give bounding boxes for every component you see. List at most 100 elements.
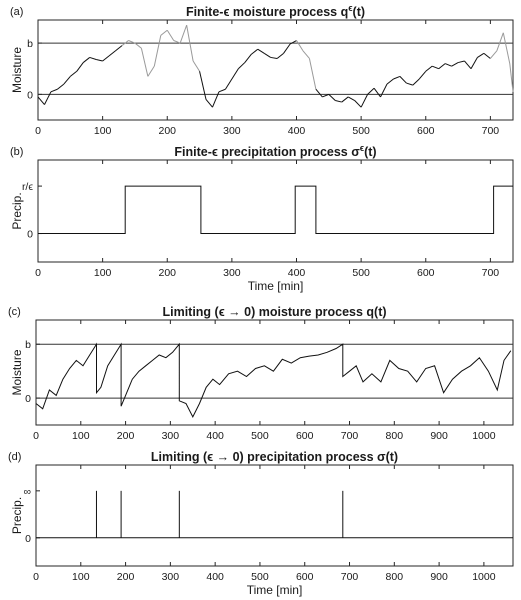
series-segment: [393, 75, 401, 80]
series-segment: [44, 91, 52, 105]
y-tick-label: 0: [27, 89, 33, 101]
series-segment: [96, 59, 103, 62]
x-tick-label: 100: [94, 125, 112, 137]
series-segment: [399, 76, 407, 84]
series-segment: [322, 93, 330, 98]
series-segment: [63, 76, 71, 85]
x-tick-label: 0: [33, 430, 39, 442]
series-segment: [140, 48, 149, 77]
x-tick-label: 800: [386, 430, 404, 442]
series-segment: [289, 40, 297, 45]
y-tick-label: 0: [25, 393, 31, 405]
series-segment: [412, 78, 420, 86]
series-segment: [199, 71, 207, 100]
series-segment: [121, 40, 129, 47]
plot-area-3: [35, 319, 514, 426]
panel-title: Limiting (ϵ → 0) precipitation process σ…: [151, 450, 398, 464]
panel-title: Finite-ϵ precipitation process σϵ(t): [174, 143, 376, 159]
x-tick-label: 500: [251, 430, 269, 442]
x-tick-label: 200: [158, 267, 176, 279]
series-segment: [380, 83, 388, 98]
series-segment: [231, 68, 239, 80]
plot-area-1: [37, 19, 514, 121]
series-segment: [224, 78, 233, 90]
x-tick-label: 800: [386, 571, 404, 583]
y-axis-label: Precip.: [10, 192, 24, 229]
series-segment: [134, 42, 142, 49]
series-line-0: [35, 342, 512, 419]
plot-area-4: [35, 464, 514, 567]
series-segment: [173, 40, 181, 44]
series-segment: [354, 100, 362, 108]
x-tick-label: 300: [223, 267, 241, 279]
series-segment: [218, 88, 226, 93]
x-axis-label: Time [min]: [247, 583, 303, 597]
series-segment: [464, 60, 472, 70]
y-tick-label: 0: [27, 229, 33, 241]
x-tick-label: 0: [35, 125, 41, 137]
x-tick-label: 500: [251, 571, 269, 583]
series-segment: [347, 96, 355, 101]
series-segment: [373, 87, 381, 98]
x-tick-label: 300: [223, 125, 241, 137]
x-tick-label: 0: [33, 571, 39, 583]
x-tick-label: 400: [206, 430, 224, 442]
x-tick-label: 0: [35, 267, 41, 279]
x-tick-label: 700: [482, 125, 500, 137]
series-segment: [386, 78, 394, 85]
series-segment: [432, 65, 439, 70]
series-segment: [425, 65, 433, 72]
series-segment: [296, 40, 304, 52]
series-segment: [315, 88, 323, 98]
series-segment: [115, 45, 123, 52]
series-segment: [263, 52, 271, 58]
series-segment: [270, 56, 278, 59]
x-tick-label: 900: [430, 430, 448, 442]
series-segment: [283, 43, 291, 54]
x-tick-label: 700: [341, 430, 359, 442]
x-tick-label: 300: [162, 571, 180, 583]
x-tick-label: 200: [117, 430, 135, 442]
y-tick-label: ∞: [24, 486, 32, 498]
series-segment: [328, 93, 336, 101]
series-segment: [341, 96, 349, 103]
series-segment: [147, 65, 155, 77]
series-segment: [489, 50, 498, 59]
x-tick-label: 500: [352, 125, 370, 137]
x-tick-label: 400: [206, 571, 224, 583]
series-segment: [302, 50, 310, 59]
series-segment: [57, 83, 65, 90]
x-tick-label: 100: [72, 430, 90, 442]
series-segment: [438, 63, 446, 70]
series-segment: [335, 100, 342, 103]
series-segment: [186, 25, 194, 62]
series-segment: [444, 63, 452, 67]
series-segment: [276, 52, 284, 59]
series-line-0: [38, 185, 513, 234]
y-tick-label: b: [27, 38, 33, 50]
series-segment: [153, 35, 162, 67]
x-tick-label: 400: [288, 267, 306, 279]
series-segment: [451, 62, 459, 67]
series-segment: [457, 60, 465, 64]
x-tick-label: 100: [94, 267, 112, 279]
series-segment: [360, 94, 369, 108]
series-segment: [244, 54, 252, 63]
series-segment: [406, 82, 413, 86]
panel-tag: (b): [10, 146, 23, 158]
x-tick-label: 600: [417, 267, 435, 279]
series-segment: [502, 32, 511, 64]
series-segment: [179, 24, 188, 44]
y-axis-label: Precip.: [10, 497, 24, 534]
series-segment: [37, 96, 45, 105]
series-segment: [205, 99, 213, 108]
series-segment: [212, 91, 220, 108]
y-tick-label: r/ϵ: [22, 181, 33, 193]
x-tick-label: 900: [430, 571, 448, 583]
y-tick-label: b: [25, 339, 31, 351]
series-segment: [70, 70, 78, 77]
panel-tag: (d): [8, 451, 21, 463]
series-segment: [470, 57, 478, 69]
panel-tag: (a): [10, 6, 23, 18]
